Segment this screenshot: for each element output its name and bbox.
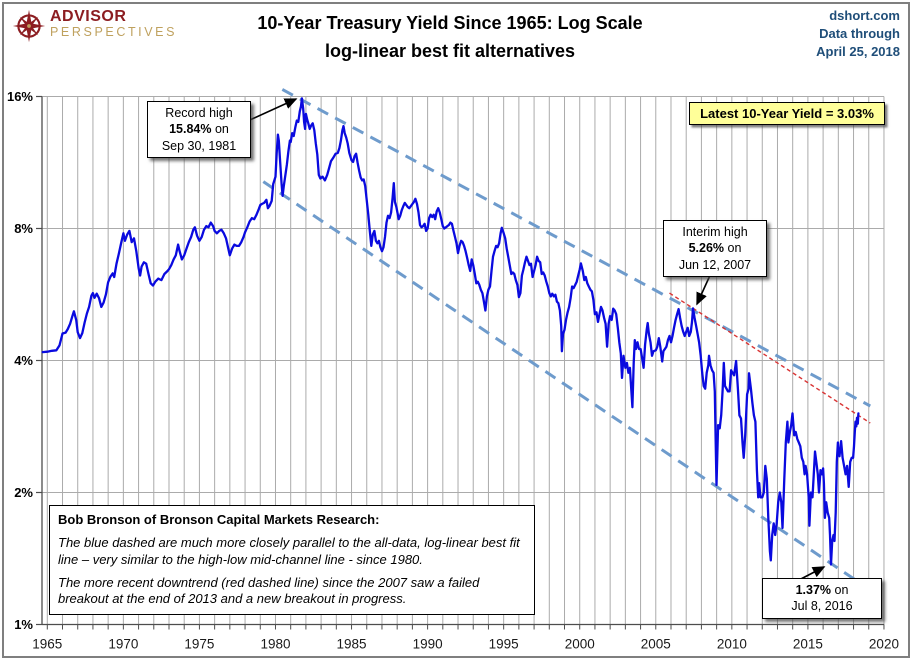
record-high-label: Record high xyxy=(165,106,233,120)
chart-title-line1: 10-Year Treasury Yield Since 1965: Log S… xyxy=(257,13,643,33)
source-attribution: dshort.com Data through April 25, 2018 xyxy=(816,7,900,62)
interim-high-label: Interim high xyxy=(682,225,748,239)
red-downtrend-line xyxy=(669,292,871,424)
interim-high-date: Jun 12, 2007 xyxy=(678,257,752,272)
record-high-value: 15.84% on xyxy=(169,122,229,137)
x-axis-label: 1990 xyxy=(413,637,443,652)
x-axis-label: 1970 xyxy=(108,637,138,652)
record-high-annotation: Record high 15.84% on Sep 30, 1981 xyxy=(147,101,251,158)
blue-channel-line xyxy=(262,180,876,595)
logo-text-perspectives: PERSPECTIVES xyxy=(50,25,178,39)
source-date: April 25, 2018 xyxy=(816,44,900,60)
yield-series-line xyxy=(41,97,860,566)
blue-channel-line xyxy=(281,88,871,408)
chart-title: 10-Year Treasury Yield Since 1965: Log S… xyxy=(150,10,750,66)
record-high-date: Sep 30, 1981 xyxy=(161,138,237,153)
logo-text-advisor: ADVISOR xyxy=(50,8,127,25)
y-axis-label: 2% xyxy=(14,485,33,500)
x-axis-label: 2010 xyxy=(717,637,747,652)
source-data-through: Data through xyxy=(819,26,900,42)
x-axis-label: 1995 xyxy=(489,637,519,652)
low-yield-value: 1.37% on xyxy=(795,583,849,597)
commentary-paragraph-1: The blue dashed are much more closely pa… xyxy=(58,535,520,567)
source-site: dshort.com xyxy=(829,8,900,23)
commentary-box: Bob Bronson of Bronson Capital Markets R… xyxy=(49,505,535,616)
x-axis-label: 2005 xyxy=(641,637,671,652)
low-yield-annotation: 1.37% on Jul 8, 2016 xyxy=(762,578,882,619)
x-axis-label: 1975 xyxy=(184,637,214,652)
y-axis-label: 16% xyxy=(7,89,33,104)
x-axis-label: 2000 xyxy=(565,637,595,652)
interim-high-value: 5.26% on xyxy=(688,241,742,256)
commentary-paragraph-2: The more recent downtrend (red dashed li… xyxy=(58,574,480,606)
y-axis-label: 4% xyxy=(14,353,33,368)
chart-title-line2: log-linear best fit alternatives xyxy=(324,40,576,61)
low-yield-date: Jul 8, 2016 xyxy=(791,599,853,614)
x-axis-label: 1980 xyxy=(260,637,290,652)
advisor-perspectives-logo: ADVISOR PERSPECTIVES xyxy=(12,9,177,43)
interim-high-annotation: Interim high 5.26% on Jun 12, 2007 xyxy=(663,220,767,277)
x-axis-label: 1985 xyxy=(337,637,367,652)
x-axis-label: 1965 xyxy=(32,637,62,652)
x-axis-label: 2020 xyxy=(869,637,899,652)
compass-rose-icon xyxy=(12,9,46,43)
latest-yield-callout: Latest 10-Year Yield = 3.03% xyxy=(689,102,885,125)
x-axis-label: 2015 xyxy=(793,637,823,652)
commentary-heading: Bob Bronson of Bronson Capital Markets R… xyxy=(58,512,380,527)
y-axis-label: 8% xyxy=(14,221,33,236)
y-axis-label: 1% xyxy=(14,617,33,632)
